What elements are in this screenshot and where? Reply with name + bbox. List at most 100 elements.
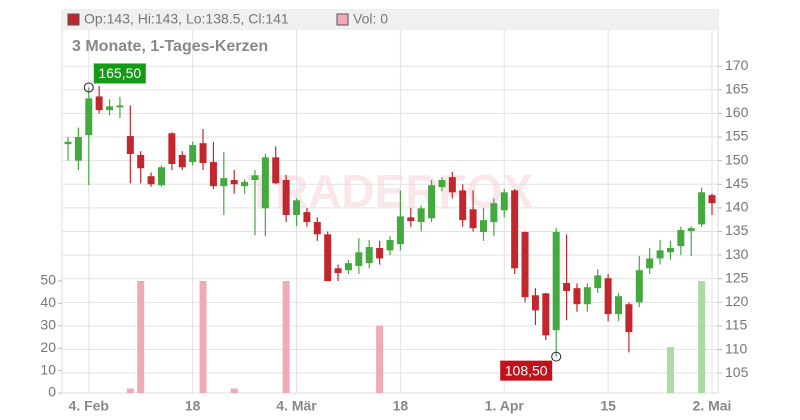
y-tick-label: 150 — [725, 151, 749, 167]
volume-bar — [698, 281, 706, 393]
candle-body — [126, 136, 134, 155]
y-tick-label: 145 — [725, 175, 749, 191]
candle-body — [282, 180, 290, 215]
volume-bar — [126, 388, 134, 393]
y-tick-label: 105 — [725, 364, 749, 380]
legend-volume: Vol: 0 — [353, 11, 388, 27]
y2-tick-label: 0 — [48, 384, 56, 400]
y-tick-label: 130 — [725, 246, 749, 262]
y-tick-label: 160 — [725, 104, 749, 120]
candle-body — [344, 263, 352, 271]
candle-body — [604, 278, 612, 315]
candle-body — [677, 230, 685, 247]
candle-body — [448, 177, 456, 193]
candle-body — [272, 157, 280, 184]
plot-area — [61, 9, 719, 394]
annotation-box — [500, 360, 553, 381]
x-tick-label: 15 — [600, 398, 616, 414]
y-tick-label: 125 — [725, 269, 749, 285]
y-tick-label: 115 — [725, 317, 748, 333]
candle-body — [500, 192, 508, 211]
candle-body — [334, 268, 342, 274]
candle-body — [479, 220, 487, 232]
candle-body — [469, 209, 477, 229]
x-tick-label: 18 — [185, 398, 201, 414]
x-tick-label: 2. Mai — [693, 398, 732, 414]
y2-tick-label: 20 — [40, 339, 56, 355]
y-tick-label: 165 — [725, 81, 749, 97]
annotation-label: 165,50 — [98, 65, 141, 81]
candle-body — [428, 185, 436, 219]
candle-body — [189, 145, 197, 163]
candle-body — [490, 203, 498, 223]
candle-body — [251, 175, 259, 181]
y2-tick-label: 40 — [40, 294, 56, 310]
candle-body — [438, 180, 446, 188]
candle-body — [116, 105, 124, 108]
candle-body — [365, 247, 373, 264]
candle-body — [656, 250, 664, 259]
volume-bar — [199, 281, 207, 393]
candle-body — [137, 154, 145, 169]
candle-body — [583, 287, 591, 305]
volume-bar — [230, 388, 238, 393]
candle-body — [106, 106, 114, 111]
candle-body — [209, 162, 217, 187]
candle-body — [407, 217, 415, 222]
candle-body — [95, 96, 103, 111]
candle-body — [168, 133, 176, 164]
y-tick-label: 135 — [725, 222, 749, 238]
y2-tick-label: 50 — [40, 272, 56, 288]
volume-bar — [376, 325, 384, 393]
candle-body — [563, 282, 571, 291]
candle-body — [64, 141, 72, 145]
candle-body — [157, 167, 165, 186]
candle-body — [531, 295, 539, 311]
legend-band — [62, 10, 718, 30]
volume-bar — [282, 281, 290, 393]
candle-body — [594, 275, 602, 289]
candle-body — [230, 180, 238, 185]
candle-body — [666, 248, 674, 253]
candle-body — [178, 154, 186, 168]
candle-body — [293, 200, 301, 215]
candle-body — [511, 190, 519, 269]
annotation-box — [93, 63, 146, 84]
candle-body — [396, 216, 404, 245]
candle-body — [542, 293, 550, 336]
y-tick-label: 120 — [725, 293, 749, 309]
annotation-point — [551, 351, 562, 362]
x-tick-label: 18 — [393, 398, 409, 414]
candle-body — [376, 248, 384, 259]
candle-body — [521, 231, 529, 298]
legend-swatch — [67, 13, 80, 26]
candle-body — [313, 222, 321, 235]
candle-body — [417, 208, 425, 223]
y2-tick-label: 10 — [40, 361, 56, 377]
candle-body — [646, 258, 654, 269]
candle-body — [615, 296, 623, 315]
legend-swatch — [336, 13, 349, 26]
legend-price: Op:143, Hi:143, Lo:138.5, Cl:141 — [84, 11, 289, 27]
y-tick-label: 170 — [725, 57, 749, 73]
candle-body — [625, 304, 633, 333]
candle-body — [552, 231, 560, 331]
candle-body — [261, 157, 269, 209]
candle-body — [386, 239, 394, 251]
annotation-point — [83, 82, 94, 93]
y2-tick-label: 30 — [40, 317, 56, 333]
y-tick-label: 140 — [725, 199, 749, 215]
candle-body — [199, 143, 207, 164]
x-tick-label: 4. Feb — [69, 398, 109, 414]
candle-body — [687, 228, 695, 232]
candle-body — [635, 270, 643, 303]
candle-body — [74, 137, 82, 161]
y-tick-label: 110 — [725, 340, 748, 356]
candle-body — [355, 252, 363, 266]
candle-body — [698, 192, 706, 225]
volume-bar — [666, 347, 674, 393]
subtitle: 3 Monate, 1-Tages-Kerzen — [72, 38, 268, 55]
candle-body — [220, 178, 228, 187]
candle-body — [241, 181, 249, 187]
